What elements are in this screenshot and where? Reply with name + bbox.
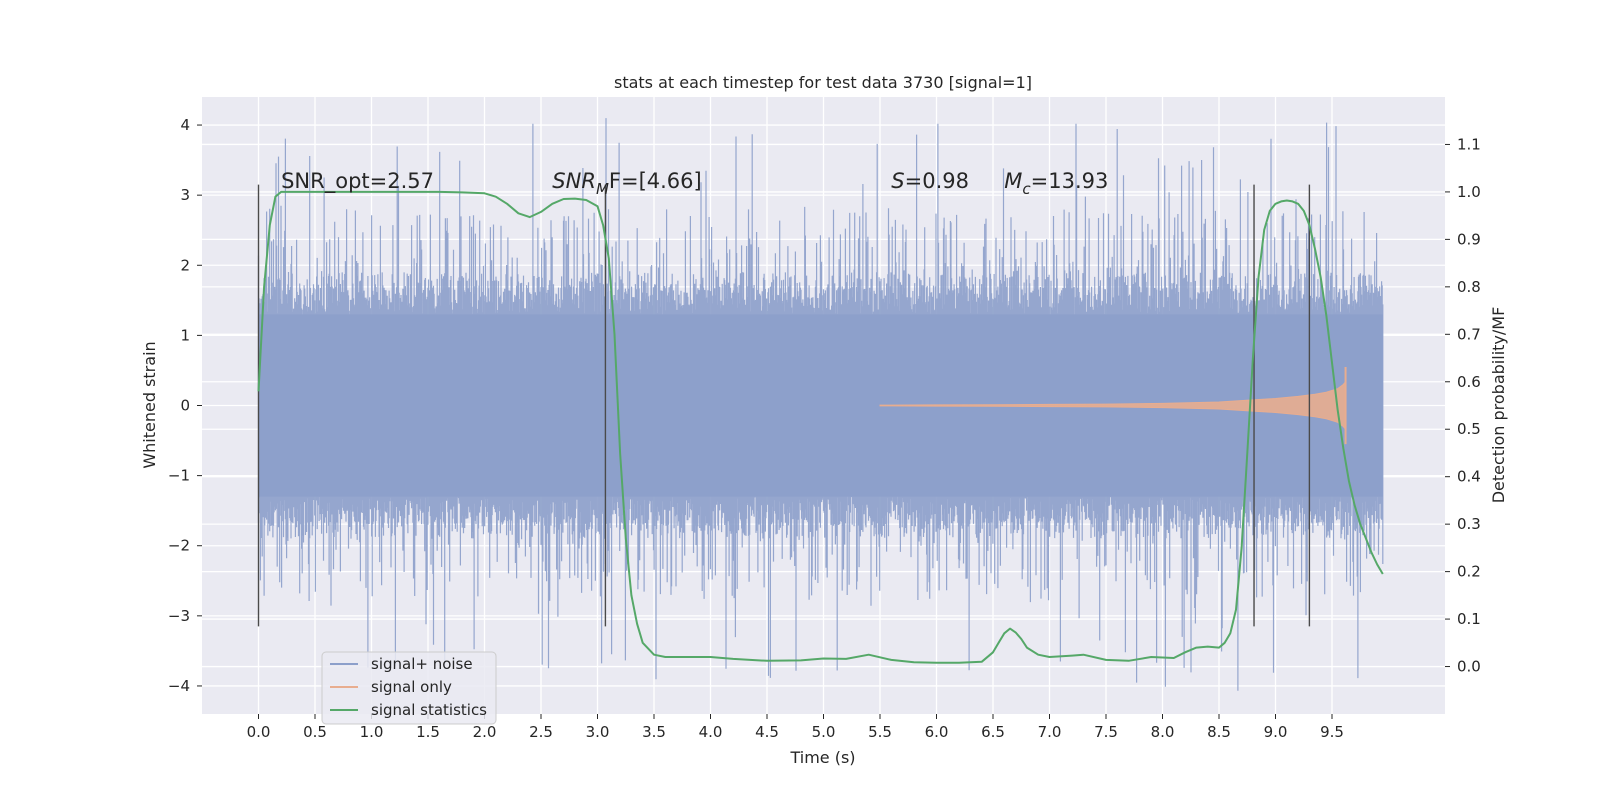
- y-tick-label-2: −2: [168, 537, 190, 555]
- x-tick-label-17: 8.5: [1207, 723, 1231, 741]
- y-tick-label-1: −3: [168, 607, 190, 625]
- y-tick-label-0: −4: [168, 677, 190, 695]
- x-tick-label-11: 5.5: [868, 723, 892, 741]
- y-axis-label: Whitened strain: [140, 341, 159, 468]
- x-tick-label-14: 7.0: [1038, 723, 1062, 741]
- y2-tick-label-7: 0.7: [1457, 325, 1481, 343]
- x-tick-label-4: 2.0: [473, 723, 497, 741]
- signal-statistics-line: [257, 190, 1384, 664]
- legend-label-signal-statistics: signal statistics: [371, 701, 487, 719]
- x-tick-label-19: 9.5: [1320, 723, 1344, 741]
- x-tick-label-2: 1.0: [360, 723, 384, 741]
- signal-only-series: [879, 366, 1347, 445]
- y-axis-ticks: −4 −3 −2 −1 0 1 2 3 4: [168, 116, 202, 695]
- x-tick-label-7: 3.5: [642, 723, 666, 741]
- x-tick-label-6: 3.0: [586, 723, 610, 741]
- y-tick-label-3: −1: [168, 467, 190, 485]
- annotations: SNR_opt=2.57 SNRMF=[4.66] S=0.98 Mc=13.93: [281, 169, 1108, 198]
- x-tick-label-15: 7.5: [1094, 723, 1118, 741]
- y-tick-label-4: 0: [180, 397, 190, 415]
- legend-box: [321, 651, 497, 725]
- x-tick-label-8: 4.0: [699, 723, 723, 741]
- y2-tick-label-1: 0.1: [1457, 610, 1481, 628]
- y2-tick-label-4: 0.4: [1457, 468, 1481, 486]
- signal-statistics-series: [257, 190, 1384, 664]
- legend-label-signal-only: signal only: [371, 678, 452, 696]
- event-marker-lines: [257, 184, 1311, 627]
- x-axis-label: Time (s): [789, 748, 855, 767]
- x-tick-label-3: 1.5: [416, 723, 440, 741]
- y2-tick-label-10: 1.0: [1457, 183, 1481, 201]
- x-tick-label-5: 2.5: [529, 723, 553, 741]
- x-tick-label-12: 6.0: [925, 723, 949, 741]
- y-tick-label-7: 3: [180, 186, 190, 204]
- legend: signal+ noise signal only signal statist…: [321, 651, 497, 725]
- x-axis-ticks: 0.0 0.5 1.0 1.5 2.0 2.5 3.0 3.5 4.0 4.5 5.0 5.5 6.0 6…: [247, 714, 1344, 741]
- chart-title: stats at each timestep for test data 373…: [614, 73, 1032, 92]
- y2-axis-label: Detection probability/MF: [1489, 307, 1508, 504]
- x-tick-label-10: 5.0: [812, 723, 836, 741]
- y-tick-label-5: 1: [180, 326, 190, 344]
- y2-tick-label-3: 0.3: [1457, 515, 1481, 533]
- y2-tick-label-2: 0.2: [1457, 563, 1481, 581]
- y2-tick-label-6: 0.6: [1457, 373, 1481, 391]
- annotation-0: SNR_opt=2.57: [281, 169, 434, 194]
- y2-tick-label-9: 0.9: [1457, 230, 1481, 248]
- y-tick-label-8: 4: [180, 116, 190, 134]
- x-tick-label-16: 8.0: [1151, 723, 1175, 741]
- y2-axis-ticks: 0.0 0.1 0.2 0.3 0.4 0.5 0.6 0.7 0.8 0.9 1.0 1.1: [1445, 135, 1481, 676]
- x-tick-label-9: 4.5: [755, 723, 779, 741]
- x-tick-label-18: 9.0: [1264, 723, 1288, 741]
- y2-tick-label-5: 0.5: [1457, 420, 1481, 438]
- y2-tick-label-0: 0.0: [1457, 658, 1481, 676]
- annotation-1: SNRMF=[4.66]: [552, 169, 701, 198]
- y2-tick-label-8: 0.8: [1457, 278, 1481, 296]
- y-tick-label-6: 2: [180, 256, 190, 274]
- annotation-3: Mc=13.93: [1004, 169, 1108, 198]
- y2-tick-label-11: 1.1: [1457, 135, 1481, 153]
- x-tick-label-0: 0.0: [247, 723, 271, 741]
- x-tick-label-13: 6.5: [981, 723, 1005, 741]
- x-tick-label-1: 0.5: [303, 723, 327, 741]
- legend-label-signal-noise: signal+ noise: [371, 655, 473, 673]
- annotation-2: S=0.98: [891, 169, 969, 193]
